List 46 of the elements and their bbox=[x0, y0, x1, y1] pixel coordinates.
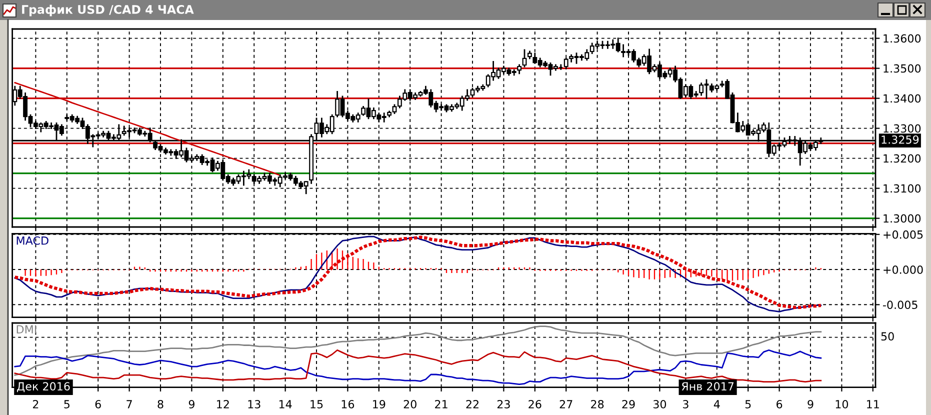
x-tick-label: 21 bbox=[435, 400, 448, 408]
x-tick-label: 28 bbox=[591, 400, 604, 408]
chart-title: DMI bbox=[16, 325, 36, 334]
y-tick-label: 1.3000 bbox=[884, 214, 921, 223]
y-tick-label: 1.3400 bbox=[884, 94, 921, 103]
x-tick-label: 22 bbox=[466, 400, 478, 408]
x-tick-label: 19 bbox=[373, 400, 386, 408]
x-tick-label: 10 bbox=[836, 400, 848, 408]
y-tick-label: -0.005 bbox=[882, 300, 918, 310]
candlestick bbox=[522, 49, 527, 68]
x-tick-label: 5 bbox=[64, 400, 70, 408]
text: 50 bbox=[881, 332, 894, 341]
x-tick-label: 9 bbox=[808, 400, 814, 408]
y-tick-label: 1.3200 bbox=[884, 154, 921, 163]
x-tick-label: 11 bbox=[867, 400, 879, 408]
x-tick-label: 6 bbox=[776, 400, 782, 408]
x-tick-label: 15 bbox=[310, 400, 323, 408]
y-tick-label: 1.3300 bbox=[884, 124, 921, 133]
x-tick-label: 7 bbox=[126, 400, 132, 408]
annotation: Дек 2016 bbox=[17, 382, 70, 392]
x-tick-label: 2 bbox=[32, 400, 38, 408]
x-tick-label: 9 bbox=[188, 400, 194, 408]
x-tick-label: 5 bbox=[745, 400, 751, 408]
y-tick-label: +0.005 bbox=[884, 230, 923, 239]
x-tick-label: 30 bbox=[653, 400, 666, 408]
x-tick-label: 3 bbox=[683, 400, 688, 408]
x-tick-label: 20 bbox=[404, 400, 416, 408]
x-tick-label: 6 bbox=[95, 400, 101, 408]
ref-line-label: 1.3259 bbox=[882, 135, 919, 144]
x-tick-label: 16 bbox=[342, 400, 354, 408]
x-tick-label: 27 bbox=[560, 400, 572, 408]
x-tick-label: 12 bbox=[217, 400, 229, 408]
annotation: Янв 2017 bbox=[682, 382, 734, 391]
y-tick-label: 1.3100 bbox=[884, 184, 921, 193]
y-tick-label: 1.3600 bbox=[884, 34, 921, 43]
x-tick-label: 13 bbox=[248, 400, 260, 408]
chart-title: График USD /CAD 4 ЧАСА bbox=[22, 4, 194, 16]
x-tick-label: 23 bbox=[497, 400, 510, 408]
y-tick-label: 1.3500 bbox=[884, 64, 921, 73]
x-tick-label: 26 bbox=[528, 400, 542, 408]
x-tick-label: 14 bbox=[279, 400, 292, 408]
y-tick-label: +0.000 bbox=[884, 266, 923, 274]
chart-title: MACD bbox=[16, 236, 48, 245]
x-tick-label: 4 bbox=[714, 400, 720, 408]
x-tick-label: 29 bbox=[622, 400, 635, 408]
x-tick-label: 8 bbox=[158, 400, 164, 408]
